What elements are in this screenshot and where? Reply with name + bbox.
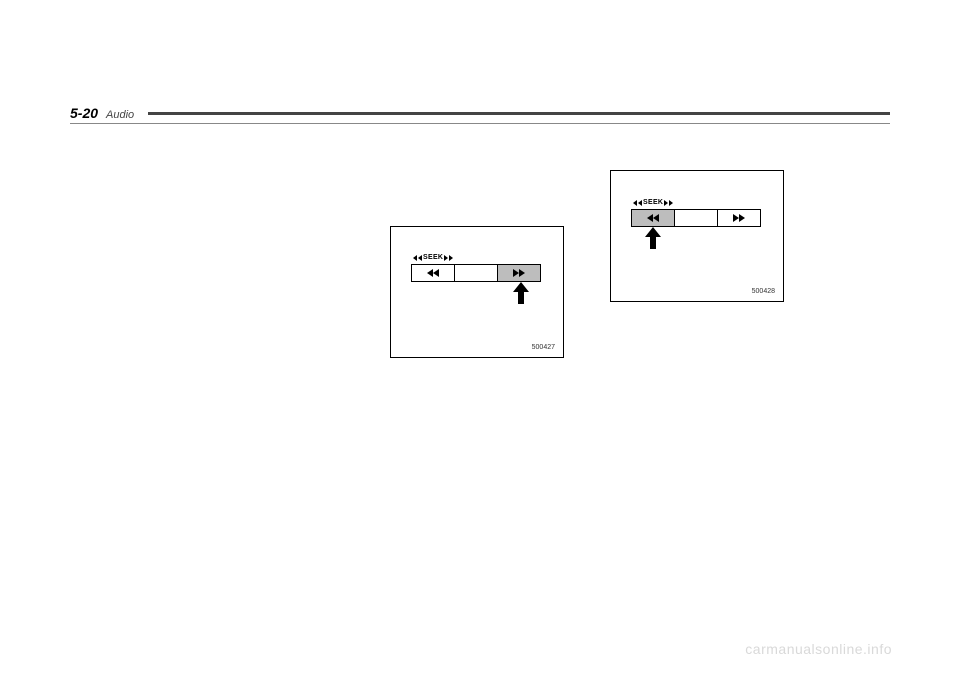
forward-icon (449, 255, 453, 261)
seek-text: SEEK (423, 254, 443, 261)
seek-middle-button[interactable] (455, 264, 498, 282)
forward-icon (669, 200, 673, 206)
rewind-icon (413, 255, 417, 261)
figure-id: 500427 (532, 344, 555, 351)
seek-text: SEEK (643, 199, 663, 206)
figure-id: 500428 (752, 288, 775, 295)
seek-button-row (631, 209, 761, 227)
rewind-icon (633, 200, 637, 206)
seek-rewind-button[interactable] (411, 264, 455, 282)
section-label: Audio (106, 109, 134, 121)
rewind-icon (418, 255, 422, 261)
figure-seek-forward: SEEK 500427 (390, 226, 564, 358)
rewind-icon (647, 214, 659, 222)
forward-icon (733, 214, 745, 222)
forward-icon (664, 200, 668, 206)
seek-label: SEEK (633, 199, 673, 206)
rewind-icon (638, 200, 642, 206)
seek-forward-button[interactable] (718, 209, 761, 227)
pointer-arrow-icon (513, 282, 529, 304)
watermark: carmanualsonline.info (745, 641, 892, 657)
seek-middle-button[interactable] (675, 209, 718, 227)
forward-icon (513, 269, 525, 277)
seek-forward-button[interactable] (498, 264, 541, 282)
forward-icon (444, 255, 448, 261)
figure-seek-rewind: SEEK 500428 (610, 170, 784, 302)
rewind-icon (427, 269, 439, 277)
page-header: 5-20 Audio (70, 105, 890, 124)
seek-label: SEEK (413, 254, 453, 261)
seek-rewind-button[interactable] (631, 209, 675, 227)
seek-button-row (411, 264, 541, 282)
page-number: 5-20 (70, 105, 98, 121)
pointer-arrow-icon (645, 227, 661, 249)
header-rule (148, 112, 890, 115)
